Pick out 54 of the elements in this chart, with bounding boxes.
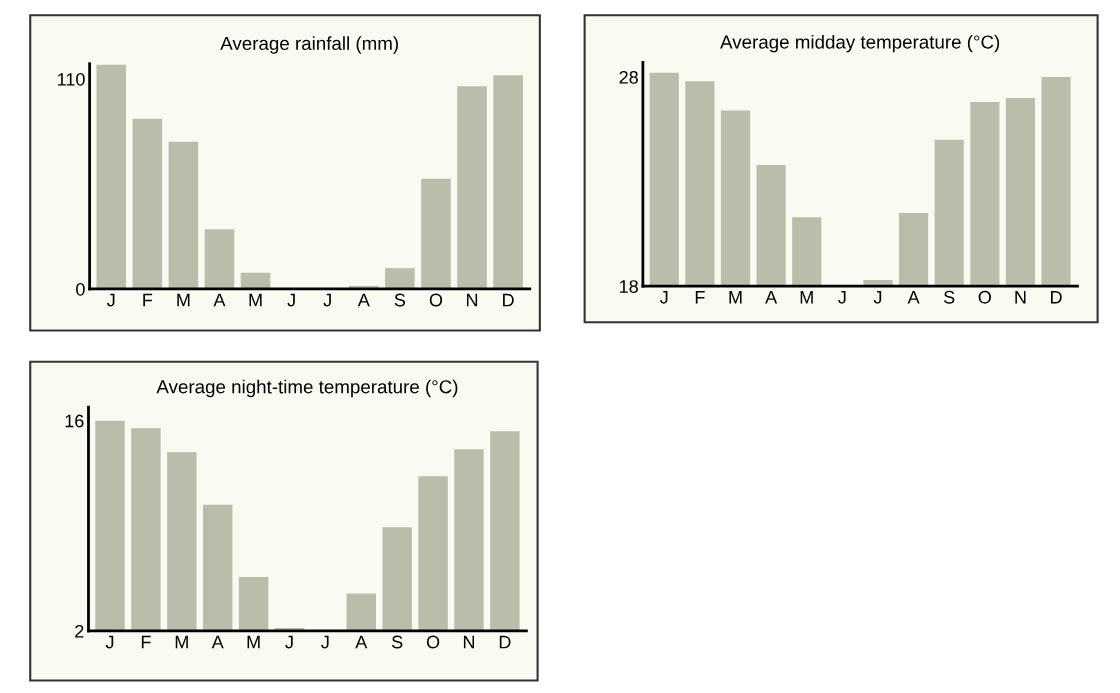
x-tick-label: N (463, 635, 475, 649)
x-tick-label: J (660, 291, 668, 304)
x-tick-label: M (729, 291, 742, 304)
bar (421, 178, 451, 289)
bar (493, 75, 523, 289)
y-tick-label: 110 (58, 72, 85, 86)
y-tick-label: 0 (76, 282, 85, 296)
y-tick-label: 18 (620, 280, 638, 293)
x-tick-label: A (211, 635, 224, 649)
x-tick-label: O (429, 293, 443, 307)
x-tick-label: O (426, 635, 440, 649)
x-tick-label: F (143, 293, 153, 307)
chart-title: Average night-time temperature (°C) (156, 379, 458, 398)
x-tick-label: A (357, 293, 370, 307)
bar (96, 64, 127, 289)
x-tick-label: N (1015, 291, 1026, 304)
x-tick-label: F (141, 635, 151, 649)
x-tick-label: F (695, 291, 705, 304)
chart-title: Average midday temperature (°C) (720, 34, 1000, 53)
x-tick-label: A (355, 635, 368, 649)
x-tick-label: D (503, 293, 514, 307)
x-tick-label: A (907, 291, 920, 304)
x-tick-label: S (391, 635, 403, 649)
x-tick-label: D (499, 635, 511, 649)
x-tick-label: M (177, 293, 190, 307)
bar (457, 86, 487, 289)
x-tick-label: J (873, 291, 882, 304)
x-tick-label: J (838, 291, 846, 304)
x-tick-label: D (1051, 291, 1062, 304)
x-tick-label: O (978, 290, 991, 304)
bar (168, 141, 199, 289)
x-tick-label: A (213, 293, 226, 307)
x-tick-label: N (467, 293, 478, 307)
x-tick-label: J (285, 635, 293, 649)
x-tick-label: M (800, 291, 813, 304)
x-tick-label: M (247, 635, 260, 649)
x-tick-label: J (323, 293, 331, 307)
x-tick-label: J (107, 293, 115, 307)
y-tick-label: 2 (75, 624, 84, 638)
x-tick-label: J (287, 293, 295, 307)
bar (204, 229, 235, 289)
x-tick-label: M (175, 635, 188, 649)
bar (240, 272, 271, 289)
x-tick-label: S (944, 290, 955, 304)
chart-title: Average rainfall (mm) (220, 36, 398, 54)
x-tick-label: S (394, 293, 406, 307)
y-tick-label: 28 (619, 70, 638, 84)
x-tick-label: J (321, 635, 329, 649)
bar (385, 268, 415, 289)
bar (132, 118, 163, 289)
y-tick-label: 16 (65, 414, 84, 428)
x-tick-label: M (249, 293, 262, 307)
x-tick-label: J (105, 635, 114, 649)
x-tick-label: A (765, 291, 778, 304)
